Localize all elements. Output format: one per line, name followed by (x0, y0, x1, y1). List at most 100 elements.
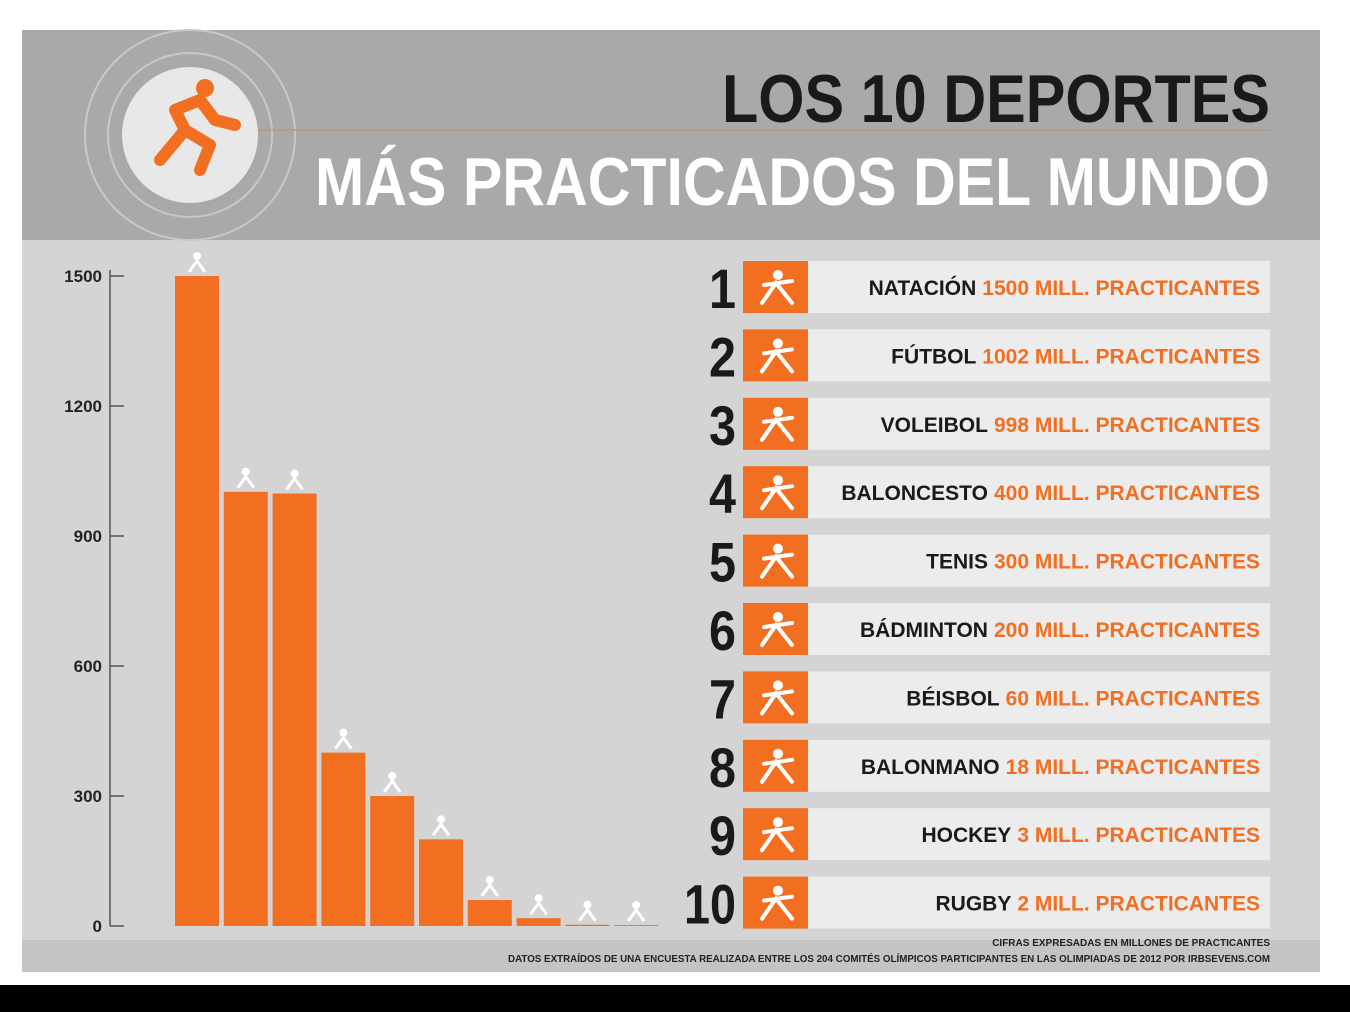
bar-icon (236, 474, 256, 489)
bar (370, 796, 415, 926)
row-label: FÚTBOL 1002 MILL. PRACTICANTES (891, 344, 1260, 368)
row-label: RUGBY 2 MILL. PRACTICANTES (935, 893, 1260, 916)
value-label: 3 MILL. PRACTICANTES (1017, 824, 1260, 847)
bar-icon (431, 821, 451, 837)
icon-figure (760, 689, 794, 716)
row-label: BALONCESTO 400 MILL. PRACTICANTES (841, 482, 1260, 505)
bar (516, 918, 561, 926)
sport-name: RUGBY (935, 893, 1011, 916)
value-label: 2 MILL. PRACTICANTES (1017, 893, 1260, 916)
value-label: 1500 MILL. PRACTICANTES (982, 277, 1260, 300)
bar-icon (534, 894, 543, 903)
rank-number: 10 (684, 873, 736, 936)
icon-figure (773, 680, 783, 691)
bar-icon (339, 728, 348, 737)
icon-figure (760, 757, 794, 784)
value-label: 400 MILL. PRACTICANTES (994, 482, 1260, 505)
bar (467, 900, 512, 926)
bar-icon (632, 901, 641, 910)
rank-number: 3 (709, 394, 736, 457)
sport-name: BALONMANO (861, 756, 1000, 779)
bar-icon (334, 735, 353, 750)
row-label: HOCKEY 3 MILL. PRACTICANTES (921, 824, 1260, 847)
y-tick-label: 0 (93, 917, 102, 936)
icon-figure (773, 270, 783, 280)
note: CIFRAS EXPRESADAS EN MILLONES DE PRACTIC… (992, 938, 1270, 949)
icon-figure (773, 338, 783, 349)
row-label: BÉISBOL 60 MILL. PRACTICANTES (906, 687, 1260, 710)
row-box (808, 876, 1270, 929)
icon-figure (760, 347, 794, 374)
icon-figure (773, 612, 783, 622)
bar-icon (480, 882, 500, 897)
sport-name: BÉISBOL (906, 687, 1000, 710)
row-box (808, 329, 1270, 382)
icon-figure (773, 543, 783, 554)
row-box (808, 534, 1270, 587)
sport-name: BÁDMINTON (860, 619, 988, 642)
bar (272, 493, 317, 926)
icon-figure (760, 415, 794, 442)
bar (614, 925, 659, 926)
bar-icon (529, 900, 548, 916)
row-label: NATACIÓN 1500 MILL. PRACTICANTES (869, 276, 1260, 300)
bar (321, 752, 366, 926)
bar-icon (485, 876, 494, 884)
bar-icon (626, 907, 646, 923)
sport-name: HOCKEY (921, 824, 1011, 847)
rank-number: 8 (709, 736, 736, 799)
sport-name: BALONCESTO (841, 482, 988, 505)
footer-band (22, 940, 1320, 972)
rank-number: 5 (709, 531, 736, 594)
sport-name: TENIS (926, 551, 988, 574)
bar-icon (290, 469, 299, 478)
bar-icon (241, 467, 250, 476)
bar-icon (437, 815, 445, 824)
row-box (808, 739, 1270, 792)
bar (565, 924, 610, 926)
row-box (808, 397, 1270, 450)
icon-figure (760, 484, 794, 511)
row-label: BÁDMINTON 200 MILL. PRACTICANTES (860, 619, 1260, 642)
bar-icon (193, 252, 201, 260)
row-box (808, 261, 1270, 313)
bar-icon (578, 907, 597, 922)
y-tick-label: 900 (74, 527, 102, 546)
chart-title: LOS 10 DEPORTES (722, 61, 1270, 137)
icon-figure (760, 279, 794, 305)
rank-number: 9 (709, 804, 736, 867)
value-label: 300 MILL. PRACTICANTES (994, 551, 1260, 574)
bar-icon (388, 772, 397, 780)
row-label: VOLEIBOL 998 MILL. PRACTICANTES (881, 414, 1260, 437)
icon-figure (773, 817, 783, 828)
bar (175, 276, 219, 926)
value-label: 200 MILL. PRACTICANTES (994, 619, 1260, 642)
logo (84, 29, 1270, 241)
y-tick-label: 300 (74, 787, 102, 806)
sport-name: FÚTBOL (891, 344, 976, 368)
row-box (808, 466, 1270, 519)
sport-name: VOLEIBOL (881, 414, 989, 437)
icon-figure (773, 406, 783, 417)
icon-figure (760, 621, 794, 647)
rank-number: 7 (709, 667, 736, 730)
bar-icon (187, 258, 207, 273)
icon-figure (773, 748, 783, 759)
note: DATOS EXTRAÍDOS DE UNA ENCUESTA REALIZAD… (508, 952, 1270, 965)
rank-number: 1 (709, 257, 736, 320)
icon-figure (760, 826, 794, 853)
y-tick-label: 600 (74, 657, 102, 676)
row-box (808, 808, 1270, 861)
value-label: 18 MILL. PRACTICANTES (1006, 756, 1260, 779)
bar-icon (382, 778, 402, 793)
bar-icon (583, 900, 592, 909)
chart-subtitle: MÁS PRACTICADOS DEL MUNDO (315, 144, 1270, 220)
row-box (808, 603, 1270, 655)
icon-figure (760, 552, 794, 579)
sport-name: NATACIÓN (869, 276, 977, 300)
icon-figure (760, 894, 794, 921)
y-tick-label: 1500 (64, 267, 102, 286)
value-label: 1002 MILL. PRACTICANTES (982, 345, 1260, 368)
row-label: TENIS 300 MILL. PRACTICANTES (926, 551, 1260, 574)
